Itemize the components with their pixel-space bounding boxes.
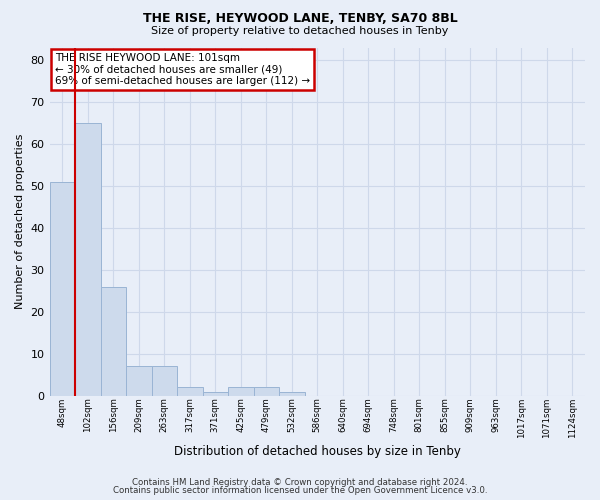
Bar — [203, 392, 228, 396]
Bar — [279, 392, 305, 396]
Y-axis label: Number of detached properties: Number of detached properties — [15, 134, 25, 310]
Bar — [126, 366, 152, 396]
Bar — [75, 123, 101, 396]
Text: THE RISE HEYWOOD LANE: 101sqm
← 30% of detached houses are smaller (49)
69% of s: THE RISE HEYWOOD LANE: 101sqm ← 30% of d… — [55, 52, 310, 86]
Bar — [152, 366, 177, 396]
Bar — [254, 388, 279, 396]
Text: Contains public sector information licensed under the Open Government Licence v3: Contains public sector information licen… — [113, 486, 487, 495]
Bar — [101, 286, 126, 396]
Bar — [228, 388, 254, 396]
Bar — [177, 388, 203, 396]
Text: THE RISE, HEYWOOD LANE, TENBY, SA70 8BL: THE RISE, HEYWOOD LANE, TENBY, SA70 8BL — [143, 12, 457, 26]
Text: Contains HM Land Registry data © Crown copyright and database right 2024.: Contains HM Land Registry data © Crown c… — [132, 478, 468, 487]
Bar — [50, 182, 75, 396]
Text: Size of property relative to detached houses in Tenby: Size of property relative to detached ho… — [151, 26, 449, 36]
X-axis label: Distribution of detached houses by size in Tenby: Distribution of detached houses by size … — [174, 444, 461, 458]
